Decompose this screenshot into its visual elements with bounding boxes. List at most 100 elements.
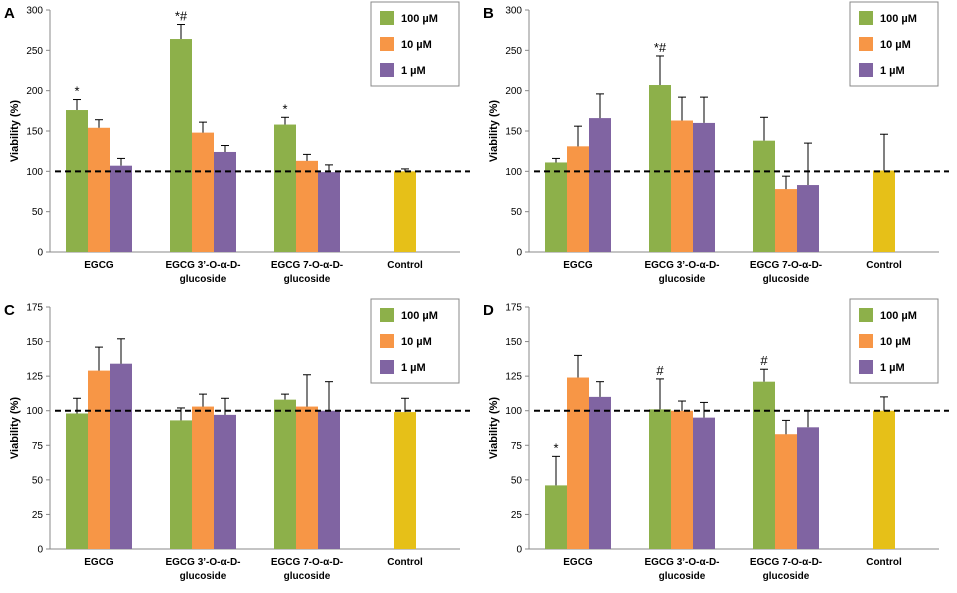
bar-10m-0: [567, 377, 589, 549]
chart-panel-b: B Viability (%) 0 50 100 150 200 250 300 *# EGCG EG…: [479, 0, 957, 296]
y-tick-label: 0: [516, 248, 522, 259]
x-category-label: EGCG 7-O-α-D-: [271, 260, 343, 271]
y-axis-label: Viability (%): [9, 100, 21, 162]
legend-swatch: [380, 63, 394, 77]
bar-10m-0: [88, 370, 110, 549]
bar-1m-1: [693, 417, 715, 549]
bar-10m-0: [88, 127, 110, 252]
y-tick-label: 175: [26, 303, 43, 314]
chart-svg: D Viability (%) 0 25 50 75 100 125 150 175 * # # EGCG…: [483, 298, 949, 582]
legend-label: 10 µM: [880, 39, 911, 51]
y-tick-label: 0: [37, 248, 43, 259]
bar-100m-1: [649, 409, 671, 549]
bar-1m-1: [214, 414, 236, 549]
x-category-label: EGCG: [563, 557, 593, 568]
y-tick-label: 300: [26, 6, 43, 17]
legend-label: 100 µM: [880, 310, 917, 322]
y-tick-label: 150: [505, 337, 522, 348]
x-category-label: EGCG 3’-O-α-D-: [165, 557, 240, 568]
bar-control-3: [394, 171, 416, 252]
bar-1m-2: [797, 185, 819, 252]
bar-1m-0: [110, 363, 132, 549]
bar-10m-1: [671, 410, 693, 549]
y-tick-label: 200: [505, 86, 522, 97]
bar-10m-2: [296, 160, 318, 252]
bar-10m-2: [775, 189, 797, 252]
bar-100m-0: [545, 485, 567, 549]
y-tick-label: 75: [32, 441, 44, 452]
significance-annotation: #: [656, 363, 664, 378]
x-category-label: EGCG: [563, 260, 593, 271]
significance-annotation: *: [553, 440, 558, 455]
chart-svg: A Viability (%) 0 50 100 150 200 250 300 * *# * EGCG…: [4, 1, 470, 285]
significance-annotation: *#: [175, 9, 188, 24]
legend-label: 1 µM: [401, 362, 426, 374]
y-tick-label: 75: [511, 441, 523, 452]
y-tick-label: 50: [511, 207, 523, 218]
panel-label: B: [483, 5, 494, 22]
x-category-label: glucoside: [659, 571, 706, 582]
y-tick-label: 200: [26, 86, 43, 97]
panel-label: A: [4, 5, 15, 22]
bar-10m-2: [296, 406, 318, 549]
y-axis-label: Viability (%): [488, 397, 500, 459]
legend-swatch: [859, 334, 873, 348]
significance-annotation: *#: [654, 40, 667, 55]
bar-100m-2: [753, 140, 775, 252]
x-category-label: EGCG 7-O-α-D-: [750, 557, 822, 568]
x-category-label: glucoside: [763, 274, 810, 285]
y-tick-label: 25: [511, 510, 523, 521]
legend-label: 1 µM: [880, 65, 905, 77]
chart-svg: C Viability (%) 0 25 50 75 100 125 150 175 EGCG EGC…: [4, 298, 470, 582]
y-tick-label: 175: [505, 303, 522, 314]
y-axis-label: Viability (%): [488, 100, 500, 162]
y-tick-label: 125: [505, 372, 522, 383]
bar-100m-2: [274, 399, 296, 549]
legend-swatch: [859, 360, 873, 374]
bar-control-3: [873, 170, 895, 252]
y-tick-label: 50: [32, 475, 44, 486]
y-tick-label: 150: [26, 127, 43, 138]
legend-label: 1 µM: [401, 65, 426, 77]
legend-swatch: [859, 37, 873, 51]
y-tick-label: 25: [32, 510, 44, 521]
y-tick-label: 150: [505, 127, 522, 138]
legend-swatch: [380, 37, 394, 51]
legend-label: 10 µM: [401, 336, 432, 348]
legend-swatch: [859, 308, 873, 322]
x-category-label: EGCG 3’-O-α-D-: [644, 260, 719, 271]
x-category-label: Control: [387, 557, 423, 568]
y-tick-label: 100: [505, 406, 522, 417]
legend-swatch: [380, 334, 394, 348]
legend-label: 10 µM: [401, 39, 432, 51]
legend-swatch: [859, 63, 873, 77]
bar-100m-1: [649, 85, 671, 253]
y-tick-label: 250: [505, 46, 522, 57]
y-tick-label: 50: [32, 207, 44, 218]
bar-100m-1: [170, 39, 192, 252]
legend-swatch: [380, 11, 394, 25]
bar-1m-1: [693, 122, 715, 252]
x-category-label: glucoside: [659, 274, 706, 285]
x-category-label: Control: [387, 260, 423, 271]
chart-svg: B Viability (%) 0 50 100 150 200 250 300 *# EGCG EG…: [483, 1, 949, 285]
legend-label: 10 µM: [880, 336, 911, 348]
legend-label: 1 µM: [880, 362, 905, 374]
chart-panel-d: D Viability (%) 0 25 50 75 100 125 150 175 * # # EGCG…: [479, 297, 957, 593]
legend-swatch: [859, 11, 873, 25]
bar-10m-0: [567, 146, 589, 252]
y-tick-label: 50: [511, 475, 523, 486]
x-category-label: EGCG 7-O-α-D-: [750, 260, 822, 271]
bar-10m-1: [192, 406, 214, 549]
bar-100m-2: [274, 124, 296, 252]
significance-annotation: *: [74, 84, 79, 99]
bar-control-3: [394, 412, 416, 549]
legend-swatch: [380, 360, 394, 374]
x-category-label: Control: [866, 557, 902, 568]
x-category-label: EGCG 3’-O-α-D-: [644, 557, 719, 568]
y-axis-label: Viability (%): [9, 397, 21, 459]
bar-100m-2: [753, 381, 775, 549]
bar-control-3: [873, 410, 895, 549]
chart-panel-a: A Viability (%) 0 50 100 150 200 250 300 * *# * EGCG…: [0, 0, 478, 296]
x-category-label: EGCG: [84, 557, 114, 568]
